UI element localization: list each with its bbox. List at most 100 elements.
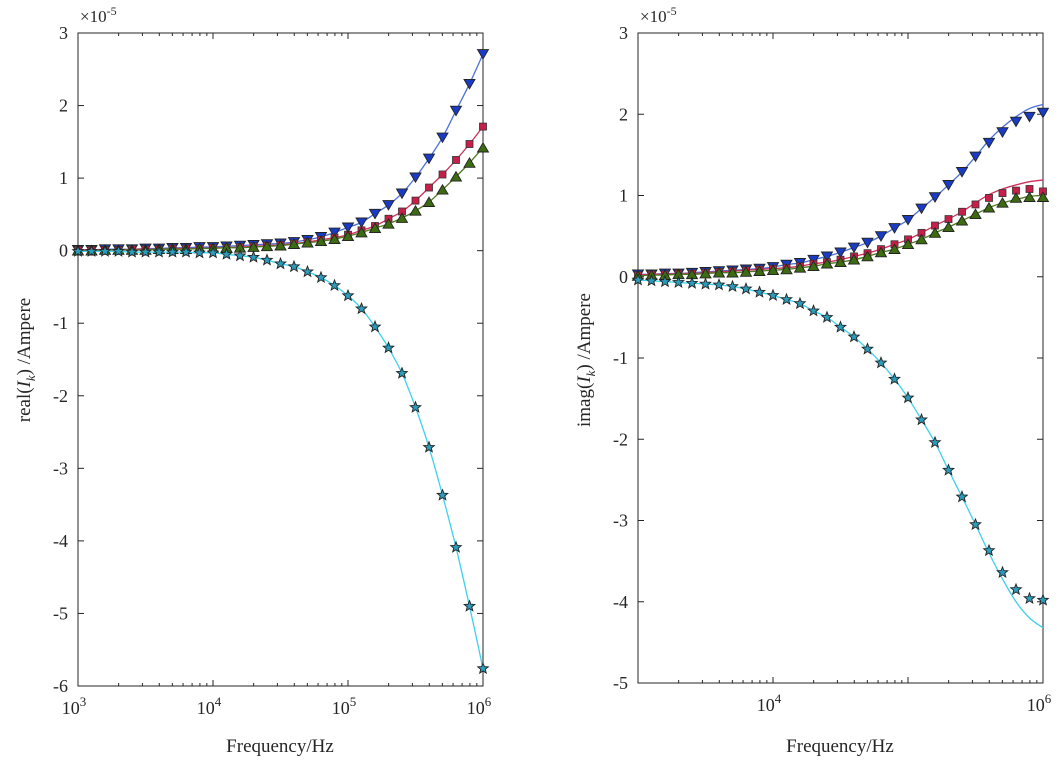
data-point-star-8 [179, 245, 193, 258]
series-triangle-up [631, 191, 1050, 281]
data-point-square-25 [411, 196, 420, 205]
data-point-square-26 [425, 183, 433, 192]
data-point-star-29 [1022, 591, 1037, 604]
data-point-triangle-up-10 [766, 264, 780, 276]
series-triangle-down [71, 49, 490, 256]
data-point-triangle-down-21 [915, 203, 928, 215]
axes-box [637, 32, 1044, 684]
data-point-triangle-down-19 [328, 227, 341, 239]
data-point-triangle-up-6 [712, 266, 726, 278]
y-tick-label: 0 [59, 241, 68, 261]
data-point-star-27 [436, 488, 449, 501]
data-point-star-6 [712, 278, 726, 291]
data-point-star-22 [368, 319, 382, 333]
data-point-triangle-down-20 [901, 215, 915, 226]
data-point-triangle-up-22 [928, 227, 942, 238]
data-point-star-3 [672, 275, 685, 289]
data-point-star-18 [314, 270, 328, 284]
data-point-triangle-down-16 [847, 242, 861, 254]
data-point-triangle-down-25 [969, 151, 982, 163]
data-point-triangle-down-30 [1036, 107, 1050, 119]
data-point-star-17 [861, 342, 874, 355]
data-point-triangle-up-24 [395, 212, 409, 223]
y-tick-label: 1 [619, 186, 628, 206]
x-tick-label: 106 [467, 694, 492, 718]
data-point-triangle-up-19 [888, 243, 901, 254]
series-star [631, 273, 1050, 629]
data-point-star-26 [422, 440, 436, 453]
data-point-triangle-up-30 [476, 141, 490, 153]
y-tick-label: -1 [53, 313, 68, 333]
y-axis-label: real(Ik) /Ampere [14, 298, 38, 422]
data-point-triangle-up-15 [274, 239, 287, 251]
data-point-triangle-up-28 [1009, 192, 1023, 203]
data-point-triangle-up-29 [1023, 191, 1036, 202]
data-point-triangle-down-19 [888, 223, 901, 234]
data-point-star-4 [685, 276, 699, 289]
data-point-square-24 [958, 207, 966, 216]
data-point-triangle-down-26 [422, 153, 436, 165]
data-point-star-9 [753, 285, 766, 298]
data-point-triangle-up-16 [847, 253, 861, 265]
data-point-triangle-down-17 [861, 237, 874, 249]
data-point-star-3 [111, 244, 126, 257]
fit-line-triangle-up [77, 147, 484, 252]
data-point-triangle-up-28 [449, 170, 463, 182]
data-point-triangle-down-21 [355, 217, 368, 229]
data-point-triangle-up-20 [341, 230, 355, 242]
x-tick-label: 106 [1027, 691, 1052, 715]
series-square [74, 122, 487, 254]
data-point-star-23 [382, 341, 395, 354]
x-axis-label: Frequency/Hz [226, 736, 334, 757]
data-point-star-9 [193, 245, 206, 259]
data-point-square-27 [438, 170, 447, 179]
data-point-star-28 [1009, 582, 1023, 596]
data-point-star-0 [71, 244, 85, 257]
data-point-star-15 [274, 256, 287, 270]
y-axis-label: imag(Ik) /Ampere [574, 293, 598, 427]
data-point-square-26 [985, 194, 993, 202]
data-point-triangle-down-30 [476, 49, 490, 60]
data-point-star-24 [955, 490, 969, 503]
fit-line-triangle-down [77, 53, 484, 251]
data-point-triangle-up-22 [368, 222, 382, 234]
data-point-star-30 [476, 661, 490, 675]
data-point-triangle-up-14 [820, 257, 834, 269]
series-triangle-down [631, 103, 1050, 281]
data-point-triangle-up-25 [969, 208, 982, 220]
data-point-star-11 [219, 247, 234, 260]
data-point-star-14 [260, 253, 274, 266]
data-point-star-16 [287, 259, 301, 273]
data-point-triangle-up-9 [753, 265, 766, 276]
data-point-triangle-down-28 [449, 105, 463, 117]
y-tick-label: 0 [619, 267, 628, 287]
data-point-triangle-up-13 [807, 260, 820, 272]
data-point-star-22 [928, 435, 942, 448]
data-point-star-21 [355, 301, 368, 315]
data-point-star-18 [874, 356, 888, 369]
y-tick-label: -5 [53, 603, 68, 623]
data-point-triangle-up-19 [328, 233, 341, 244]
data-point-star-1 [645, 273, 658, 287]
data-point-triangle-up-27 [436, 183, 449, 195]
data-point-triangle-down-23 [942, 180, 955, 191]
data-point-triangle-up-25 [409, 204, 422, 216]
data-point-triangle-up-18 [314, 235, 328, 247]
y-tick-label: -3 [53, 458, 68, 478]
data-point-triangle-up-27 [996, 197, 1009, 208]
data-point-square-29 [465, 140, 474, 148]
y-multiplier-label: ×10-5 [80, 4, 117, 26]
data-point-star-5 [699, 277, 712, 290]
data-point-star-25 [969, 517, 982, 531]
data-point-triangle-down-29 [1023, 111, 1036, 123]
data-point-star-19 [888, 372, 901, 385]
data-point-star-27 [995, 565, 1010, 578]
x-tick-label: 103 [62, 694, 87, 718]
y-tick-label: -3 [613, 511, 628, 531]
data-point-triangle-up-21 [915, 233, 928, 245]
data-point-star-11 [779, 292, 794, 305]
real-part-subplot: ×10-5 Frequency/Hz real(Ik) /Ampere 3210… [14, 4, 492, 757]
data-point-star-24 [395, 366, 409, 379]
data-point-triangle-up-7 [726, 266, 739, 278]
